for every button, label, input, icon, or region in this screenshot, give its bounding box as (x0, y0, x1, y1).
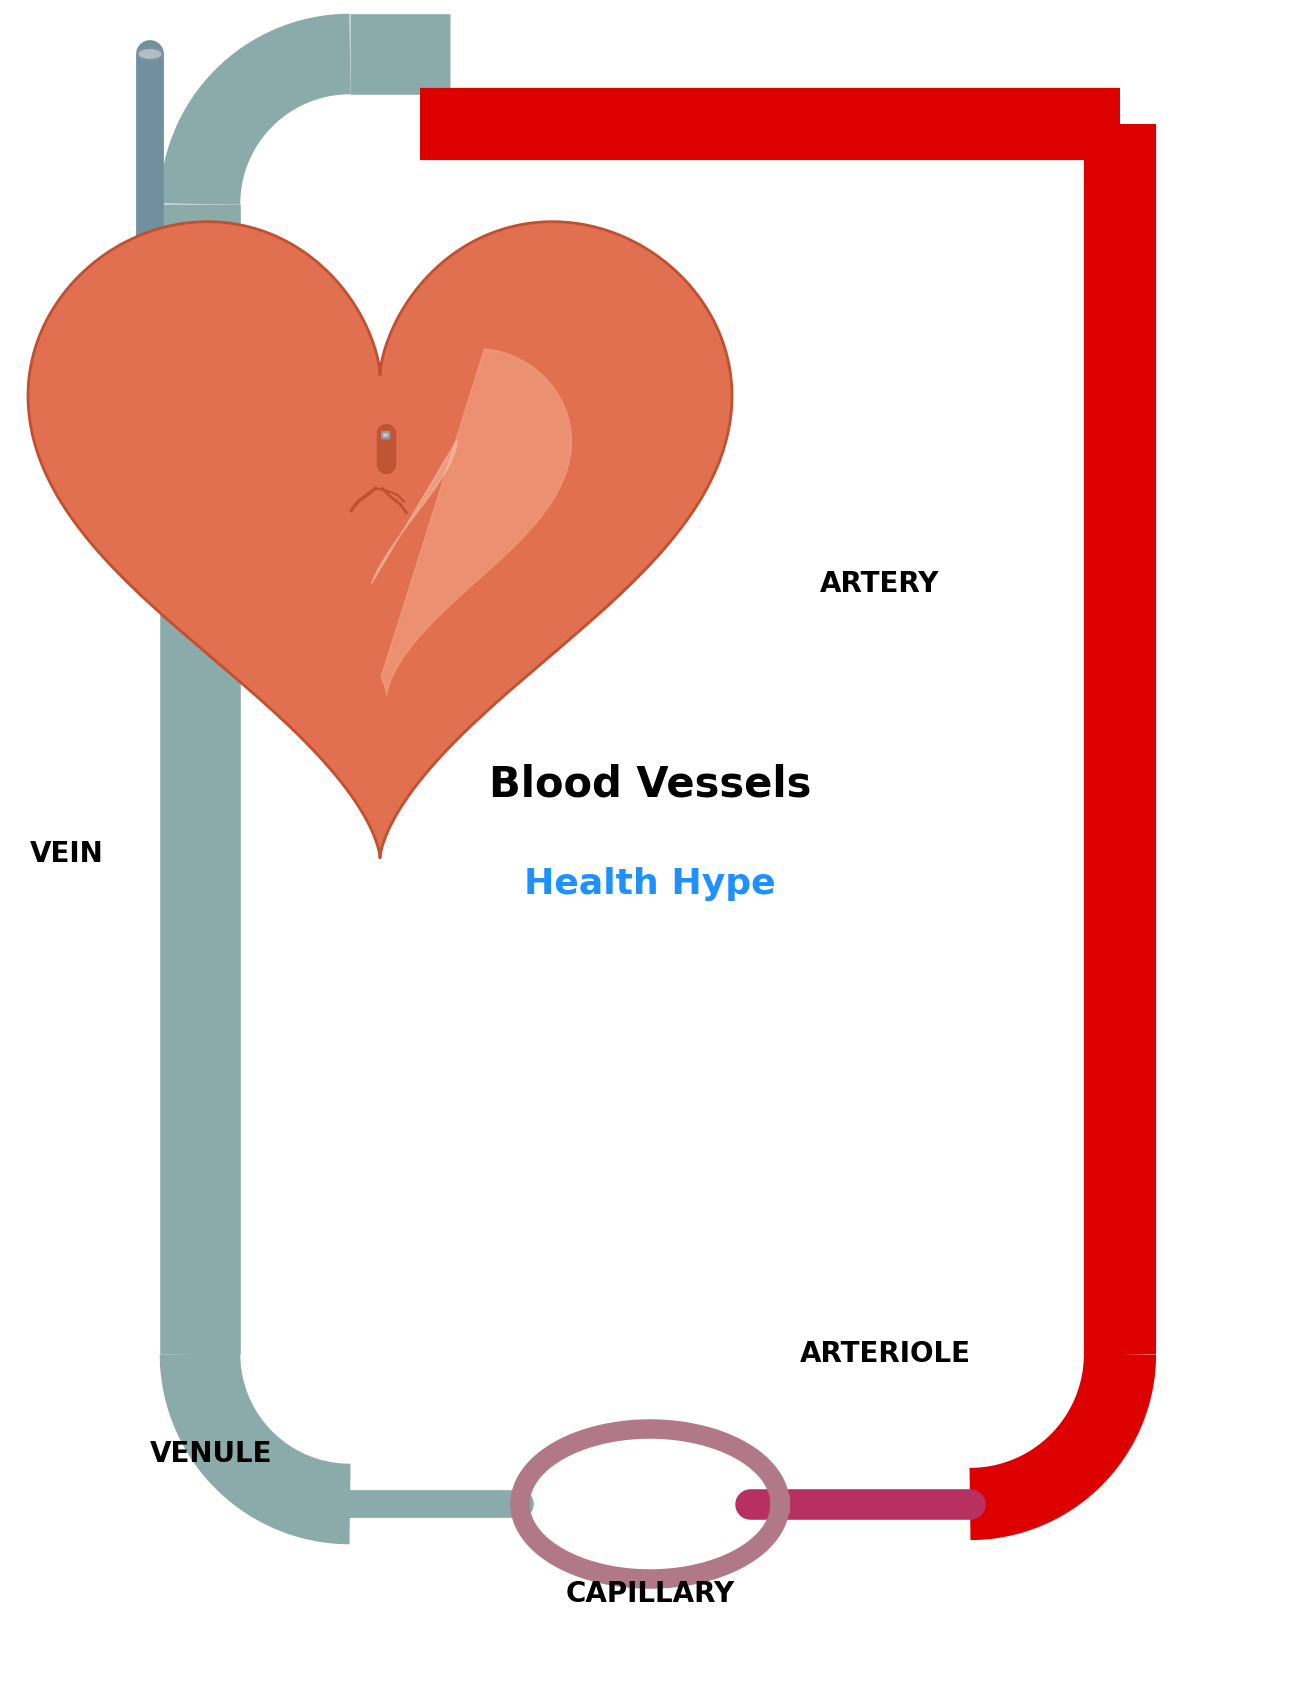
Bar (382, 433, 389, 438)
Polygon shape (29, 222, 732, 859)
Text: VEIN: VEIN (30, 840, 104, 867)
Bar (382, 433, 389, 438)
Text: VENULE: VENULE (150, 1440, 273, 1469)
Text: ARTERY: ARTERY (820, 571, 940, 598)
Polygon shape (372, 440, 458, 583)
Polygon shape (381, 349, 572, 695)
Text: ARTERIOLE: ARTERIOLE (800, 1339, 971, 1368)
Text: CAPILLARY: CAPILLARY (566, 1580, 734, 1609)
Ellipse shape (138, 48, 162, 60)
Text: Blood Vessels: Blood Vessels (489, 763, 811, 804)
Text: Health Hype: Health Hype (524, 867, 776, 901)
